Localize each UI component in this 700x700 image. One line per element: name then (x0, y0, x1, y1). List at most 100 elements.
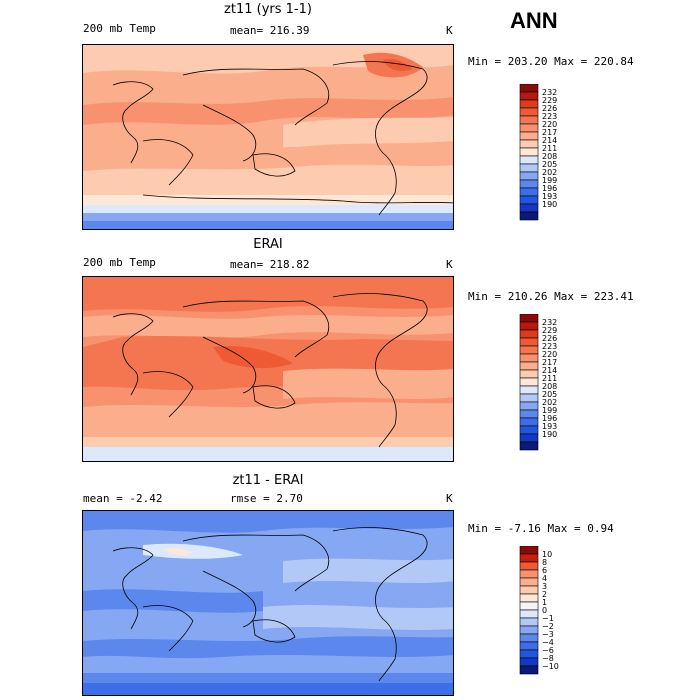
panel1-colorbar-tick-label: 193 (542, 192, 557, 201)
panel1-colorbar-box (519, 123, 539, 133)
panel3-colorbar-box (519, 657, 539, 667)
panel3-title: zt11 - ERAI (232, 473, 304, 488)
panel2-colorbar-box (519, 393, 539, 403)
panel3-colorbar-tick-label: 2 (542, 590, 547, 599)
panel2-colorbar-box (519, 321, 539, 331)
panel3-map (82, 510, 454, 696)
panel3-colorbar-box (519, 633, 539, 643)
panel1-map (82, 44, 454, 230)
panel2-colorbar-box (519, 441, 539, 451)
panel1-colorbar-box (519, 139, 539, 149)
panel3-colorbar-tick-label: −6 (542, 646, 554, 655)
panel2-mean: mean= 218.82 (230, 258, 310, 271)
panel1-colorbar-tick-label: 214 (542, 136, 557, 145)
panel2-colorbar: 232 229 226 223 220 217 214 211 208 205 202 199 196 1… (518, 314, 578, 458)
panel1-field-label: 200 mb Temp (83, 22, 156, 35)
panel3-colorbar: 10 8 6 4 3 2 1 0 −1 −2 −3 −4 −6 −8 −10 (518, 546, 578, 690)
panel2-colorbar-tick-label: 202 (542, 398, 557, 407)
panel2-map (82, 276, 454, 462)
panel1-colorbar: 232 229 226 223 220 217 214 211 208 205 202 199 196 1… (518, 84, 578, 228)
panel2-colorbar-box (519, 337, 539, 347)
panel3-rmse: rmse = 2.70 (230, 492, 303, 505)
panel1-colorbar-tick-label: 199 (542, 176, 557, 185)
panel1-colorbar-box (519, 131, 539, 141)
panel2-colorbar-tick-label: 220 (542, 350, 557, 359)
panel3-colorbar-box (519, 561, 539, 571)
panel3-colorbar-tick-label: 0 (542, 606, 547, 615)
panel1-colorbar-box (519, 179, 539, 189)
panel3-colorbar-tick-label: 3 (542, 582, 547, 591)
panel3-colorbar-tick-label: 1 (542, 598, 547, 607)
panel1-colorbar-box (519, 187, 539, 197)
panel1-colorbar-tick-label: 196 (542, 184, 557, 193)
panel1-minmax: Min = 203.20 Max = 220.84 (468, 55, 634, 68)
panel3-units: K (446, 492, 453, 505)
panel2-colorbar-tick-label: 232 (542, 318, 557, 327)
panel1-colorbar-box (519, 107, 539, 117)
panel1-colorbar-box (519, 84, 539, 93)
panel2-colorbar-box (519, 409, 539, 419)
panel3-colorbar-box (519, 569, 539, 579)
panel2-colorbar-tick-label: 223 (542, 342, 557, 351)
panel1-colorbar-box (519, 203, 539, 213)
panel1-colorbar-box (519, 115, 539, 125)
panel2-colorbar-tick-label: 199 (542, 406, 557, 415)
panel2-colorbar-tick-label: 208 (542, 382, 557, 391)
panel1-colorbar-box (519, 147, 539, 157)
panel1-colorbar-tick-label: 220 (542, 120, 557, 129)
panel1-title: zt11 (yrs 1-1) (224, 2, 312, 17)
panel3-colorbar-box (519, 625, 539, 635)
panel3-colorbar-tick-label: −10 (542, 662, 559, 671)
panel2-colorbar-box (519, 433, 539, 443)
panel3-colorbar-box (519, 601, 539, 611)
panel2-colorbar-tick-label: 190 (542, 430, 557, 439)
panel2-colorbar-box (519, 314, 539, 323)
panel1-colorbar-tick-label: 232 (542, 88, 557, 97)
panel3-colorbar-box (519, 617, 539, 627)
panel3-colorbar-tick-label: −1 (542, 614, 554, 623)
panel3-mean: mean = -2.42 (83, 492, 163, 505)
panel2-colorbar-tick-label: 217 (542, 358, 557, 367)
panel2-colorbar-tick-label: 226 (542, 334, 557, 343)
panel3-minmax: Min = -7.16 Max = 0.94 (468, 522, 614, 535)
panel3-colorbar-tick-label: 8 (542, 558, 547, 567)
panel2-colorbar-tick-label: 196 (542, 414, 557, 423)
panel2-colorbar-box (519, 401, 539, 411)
panel2-field-label: 200 mb Temp (83, 256, 156, 269)
panel2-colorbar-box (519, 329, 539, 339)
panel3-colorbar-box (519, 553, 539, 563)
panel1-colorbar-box (519, 195, 539, 205)
panel3-colorbar-tick-label: −2 (542, 622, 554, 631)
panel3-colorbar-tick-label: −8 (542, 654, 554, 663)
panel1-colorbar-tick-label: 202 (542, 168, 557, 177)
panel1-colorbar-tick-label: 208 (542, 152, 557, 161)
panel2-title: ERAI (253, 237, 283, 252)
panel1-colorbar-box (519, 99, 539, 109)
season-label: ANN (510, 8, 558, 33)
panel1-colorbar-tick-label: 205 (542, 160, 557, 169)
panel1-mean: mean= 216.39 (230, 24, 310, 37)
panel2-colorbar-tick-label: 229 (542, 326, 557, 335)
panel3-colorbar-box (519, 649, 539, 659)
panel2-colorbar-tick-label: 205 (542, 390, 557, 399)
panel1-units: K (446, 24, 453, 37)
panel3-colorbar-box (519, 546, 539, 555)
panel3-colorbar-box (519, 577, 539, 587)
panel1-colorbar-tick-label: 223 (542, 112, 557, 121)
panel1-colorbar-tick-label: 211 (542, 144, 557, 153)
panel2-colorbar-tick-label: 214 (542, 366, 557, 375)
panel2-colorbar-box (519, 377, 539, 387)
panel2-colorbar-tick-label: 193 (542, 422, 557, 431)
panel1-colorbar-tick-label: 217 (542, 128, 557, 137)
panel3-colorbar-tick-label: 10 (542, 550, 552, 559)
panel3-colorbar-tick-label: −3 (542, 630, 554, 639)
panel1-colorbar-box (519, 211, 539, 221)
panel1-colorbar-tick-label: 190 (542, 200, 557, 209)
panel3-colorbar-box (519, 585, 539, 595)
panel2-colorbar-box (519, 417, 539, 427)
panel3-colorbar-box (519, 641, 539, 651)
panel3-colorbar-box (519, 665, 539, 675)
panel2-colorbar-tick-label: 211 (542, 374, 557, 383)
panel2-units: K (446, 258, 453, 271)
panel3-colorbar-box (519, 609, 539, 619)
